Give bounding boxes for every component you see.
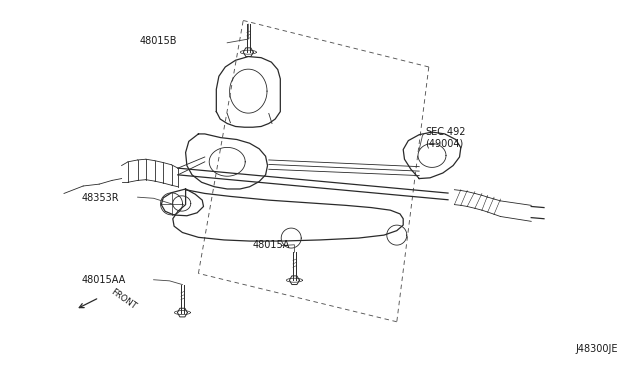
Text: J48300JE: J48300JE [575,344,618,354]
Text: 48015B: 48015B [140,36,177,46]
Text: 48015A: 48015A [253,240,290,250]
Text: 48015AA: 48015AA [82,275,126,285]
Text: 48353R: 48353R [82,193,120,203]
Text: SEC.492
(49004): SEC.492 (49004) [426,127,466,148]
Text: FRONT: FRONT [109,288,138,311]
